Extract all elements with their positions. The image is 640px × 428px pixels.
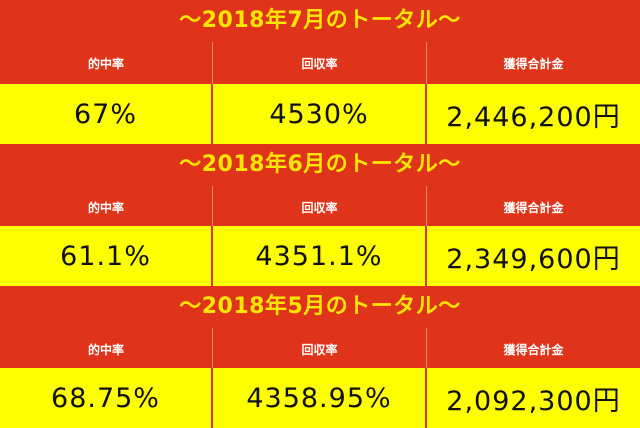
header-total-winnings: 獲得合計金 xyxy=(427,186,640,228)
value-row-may: 68.75% 4358.95% 2,092,300円 xyxy=(0,368,640,428)
section-title-june: 〜2018年6月のトータル〜 xyxy=(0,144,640,186)
header-return-rate: 回収率 xyxy=(213,328,427,370)
header-hit-rate: 的中率 xyxy=(0,42,213,84)
header-return-rate: 回収率 xyxy=(213,42,427,84)
value-row-july: 67% 4530% 2,446,200円 xyxy=(0,84,640,144)
header-row-may: 的中率 回収率 獲得合計金 xyxy=(0,328,640,370)
value-hit-rate: 68.75% xyxy=(0,368,213,428)
header-return-rate: 回収率 xyxy=(213,186,427,228)
value-total-winnings: 2,092,300円 xyxy=(427,368,640,428)
value-return-rate: 4530% xyxy=(213,84,427,144)
value-total-winnings: 2,349,600円 xyxy=(427,226,640,286)
value-hit-rate: 61.1% xyxy=(0,226,213,286)
value-row-june: 61.1% 4351.1% 2,349,600円 xyxy=(0,226,640,286)
value-total-winnings: 2,446,200円 xyxy=(427,84,640,144)
value-return-rate: 4358.95% xyxy=(213,368,427,428)
value-return-rate: 4351.1% xyxy=(213,226,427,286)
header-hit-rate: 的中率 xyxy=(0,328,213,370)
section-title-may: 〜2018年5月のトータル〜 xyxy=(0,286,640,328)
value-hit-rate: 67% xyxy=(0,84,213,144)
header-total-winnings: 獲得合計金 xyxy=(427,42,640,84)
header-hit-rate: 的中率 xyxy=(0,186,213,228)
section-title-july: 〜2018年7月のトータル〜 xyxy=(0,0,640,42)
header-row-june: 的中率 回収率 獲得合計金 xyxy=(0,186,640,228)
header-total-winnings: 獲得合計金 xyxy=(427,328,640,370)
header-row-july: 的中率 回収率 獲得合計金 xyxy=(0,42,640,84)
